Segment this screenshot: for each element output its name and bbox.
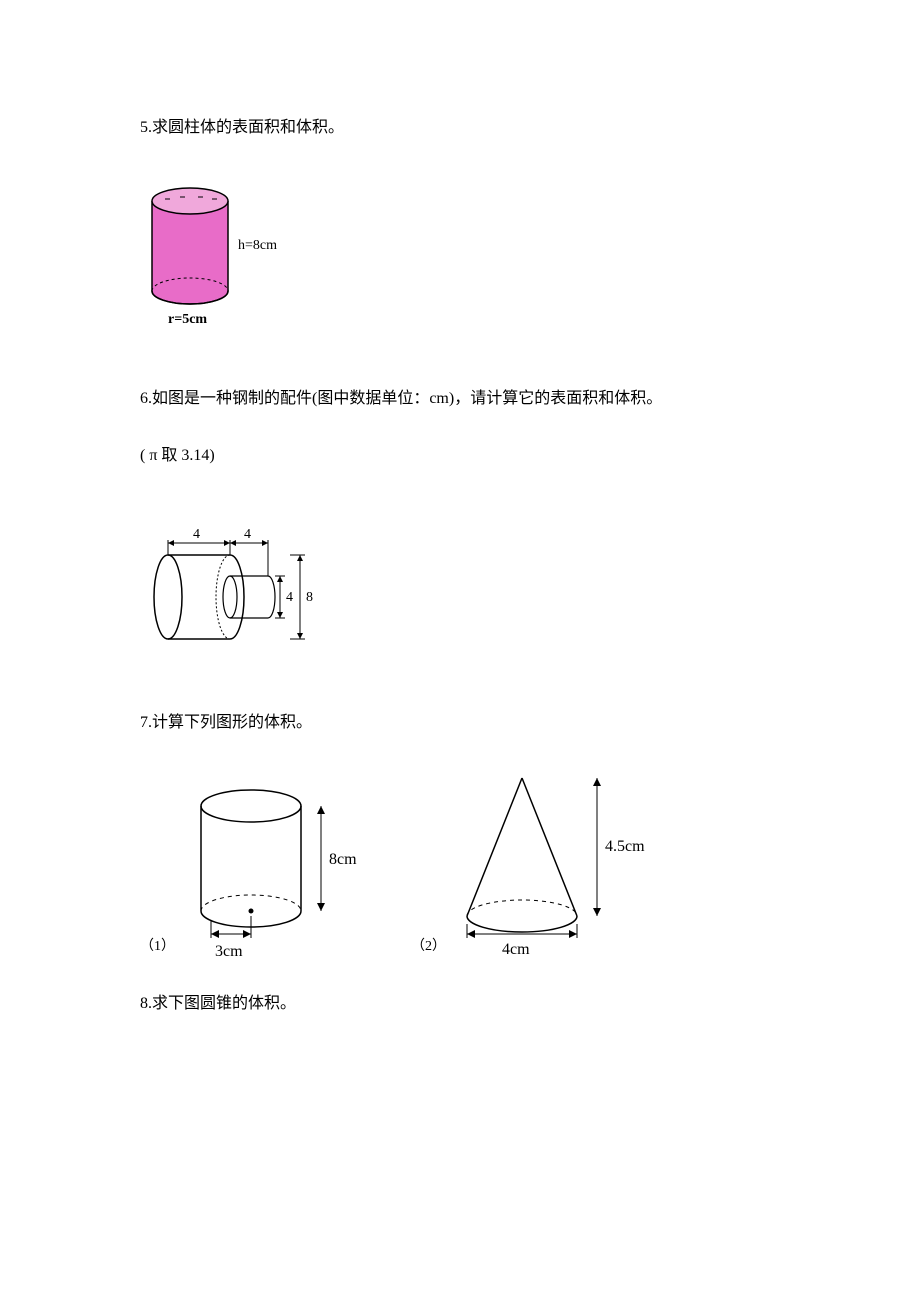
- figure-7: （1） 8cm 3cm （2）: [140, 766, 800, 961]
- q5-h-label: h=8cm: [238, 238, 277, 253]
- question-7-text: 7.计算下列图形的体积。: [140, 710, 800, 736]
- q7-sub2-label: （2）: [411, 935, 446, 955]
- figure-5: h=8cm r=5cm: [140, 171, 800, 336]
- question-6-pi-note: ( π 取 3.14): [140, 441, 800, 465]
- q7-cone-d: 4cm: [502, 941, 530, 958]
- question-5-text: 5.求圆柱体的表面积和体积。: [140, 115, 800, 141]
- q7-cyl-r: 3cm: [215, 943, 243, 960]
- figure-7-2: （2） 4.5cm 4cm: [411, 766, 662, 961]
- question-6-text: 6.如图是一种钢制的配件(图中数据单位：cm)，请计算它的表面积和体积。: [140, 386, 800, 412]
- q6-dim-inner: 4: [286, 590, 293, 605]
- q7-cyl-h: 8cm: [329, 851, 357, 868]
- figure-7-1: （1） 8cm 3cm: [140, 776, 381, 961]
- q6-dim-top-right: 4: [244, 527, 251, 542]
- question-8-text: 8.求下图圆锥的体积。: [140, 991, 800, 1017]
- q6-dim-top-left: 4: [193, 527, 200, 542]
- q7-sub1-label: （1）: [140, 935, 175, 955]
- q6-dim-outer: 8: [306, 590, 313, 605]
- figure-6: 4 4 4 8: [140, 505, 800, 670]
- q5-r-label: r=5cm: [168, 312, 207, 327]
- q7-cone-h: 4.5cm: [605, 838, 645, 855]
